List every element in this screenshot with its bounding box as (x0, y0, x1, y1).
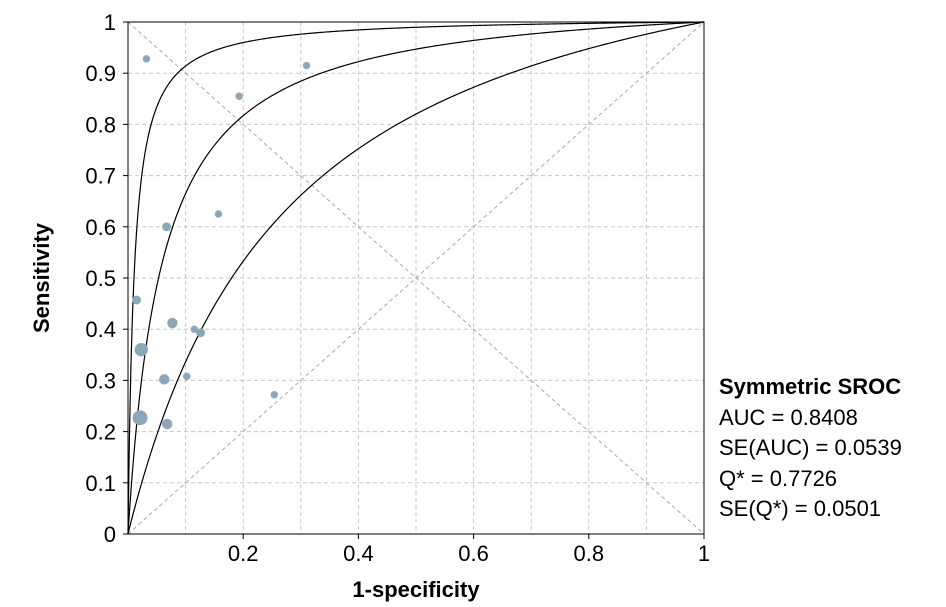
study-point (183, 372, 191, 381)
study-point (134, 342, 148, 357)
study-point (196, 328, 206, 338)
sroc-curves (127, 21, 705, 535)
x-axis-ticks: 0.2 0.4 0.6 0.8 1 (228, 534, 710, 566)
x-axis-title: 1-specificity (352, 577, 480, 602)
study-point (235, 92, 243, 100)
y-tick-label: 0.7 (85, 164, 116, 189)
study-point (132, 410, 148, 426)
study-point (159, 374, 170, 385)
sroc-curve-3 (127, 21, 705, 535)
y-tick-label: 0.9 (85, 61, 116, 86)
study-point (190, 325, 198, 333)
reference-diagonals (127, 21, 705, 535)
x-tick-label: 0.2 (228, 541, 259, 566)
study-point (302, 61, 311, 70)
y-tick-label: 1 (104, 10, 116, 35)
sroc-curve-2 (127, 21, 705, 535)
x-tick-label: 0.8 (574, 541, 605, 566)
stats-heading: Symmetric SROC (719, 374, 902, 399)
study-point (161, 418, 173, 430)
y-tick-label: 0.4 (85, 317, 116, 342)
stats-q-star: Q* = 0.7726 (719, 465, 838, 491)
study-point (214, 210, 223, 218)
y-tick-label: 0 (104, 522, 116, 547)
sroc-stats-panel: Symmetric SROC AUC = 0.8408 SE(AUC) = 0.… (719, 372, 902, 525)
study-point (142, 55, 151, 63)
q-star-diagonal (127, 21, 705, 535)
study-point (270, 391, 279, 399)
y-axis-ticks: 0 0.1 0.2 0.3 0.4 0.5 0.6 0.7 0.8 0.9 1 (85, 10, 128, 547)
study-point (132, 295, 142, 305)
stats-se-auc: SE(AUC) = 0.0539 (719, 435, 902, 460)
y-tick-label: 0.5 (85, 266, 116, 291)
y-tick-label: 0.6 (85, 215, 116, 240)
y-tick-label: 0.2 (85, 420, 116, 445)
x-tick-label: 0.6 (458, 541, 489, 566)
x-tick-label: 1 (698, 541, 710, 566)
y-axis-title: Sensitivity (29, 222, 54, 333)
study-point (167, 317, 178, 329)
x-tick-label: 0.4 (343, 541, 374, 566)
sroc-curve-1 (127, 21, 705, 535)
y-tick-label: 0.8 (85, 112, 116, 137)
stats-se-q: SE(Q*) = 0.0501 (719, 496, 882, 521)
y-tick-label: 0.3 (85, 368, 116, 393)
y-tick-label: 0.1 (85, 471, 116, 496)
stats-auc: AUC = 0.8408 (719, 404, 858, 430)
study-point (162, 222, 172, 232)
study-points (132, 55, 311, 430)
